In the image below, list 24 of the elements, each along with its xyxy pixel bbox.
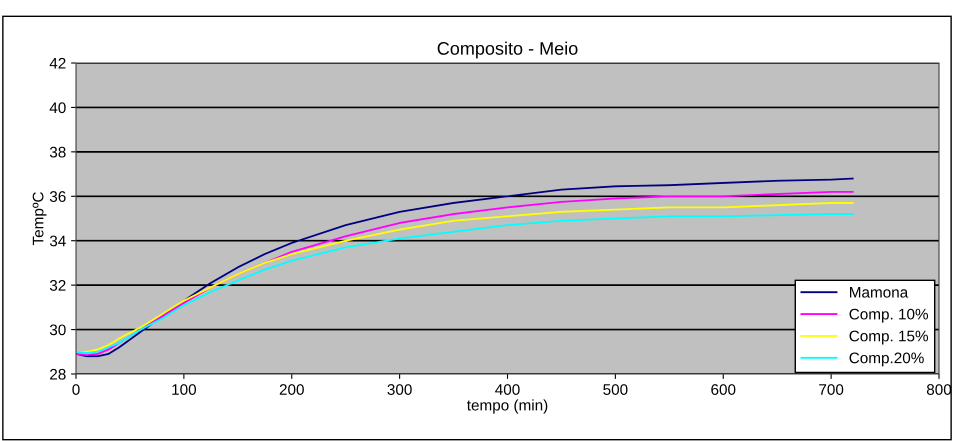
y-tick-label: 34 [50,236,66,246]
legend-label: Mamona [850,287,908,298]
y-tick-label: 28 [50,368,66,380]
legend-label: Comp. 15% [850,330,928,344]
x-tick-label: 600 [711,384,736,395]
y-tick-label: 40 [50,102,66,114]
y-axis-title: TempºC [32,192,47,246]
y-tick-label: 32 [50,280,66,291]
x-tick-label: 300 [387,384,412,395]
y-tick-label: 36 [50,191,66,202]
legend-label: Comp. 10% [850,308,928,323]
x-axis-title: tempo (min) [466,399,548,414]
y-tick-label: 30 [50,324,66,336]
chart-title: Composito - Meio [438,42,578,58]
legend-label: Comp.20% [850,352,924,366]
x-tick-label: 400 [495,384,520,395]
y-tick-label: 42 [50,58,66,69]
x-tick-label: 200 [280,384,304,395]
x-tick-label: 100 [172,384,196,395]
x-tick-label: 700 [819,384,844,395]
x-tick-label: 800 [926,384,952,395]
x-tick-label: 0 [72,384,80,395]
y-tick-label: 38 [50,146,66,158]
x-tick-label: 500 [603,384,628,395]
